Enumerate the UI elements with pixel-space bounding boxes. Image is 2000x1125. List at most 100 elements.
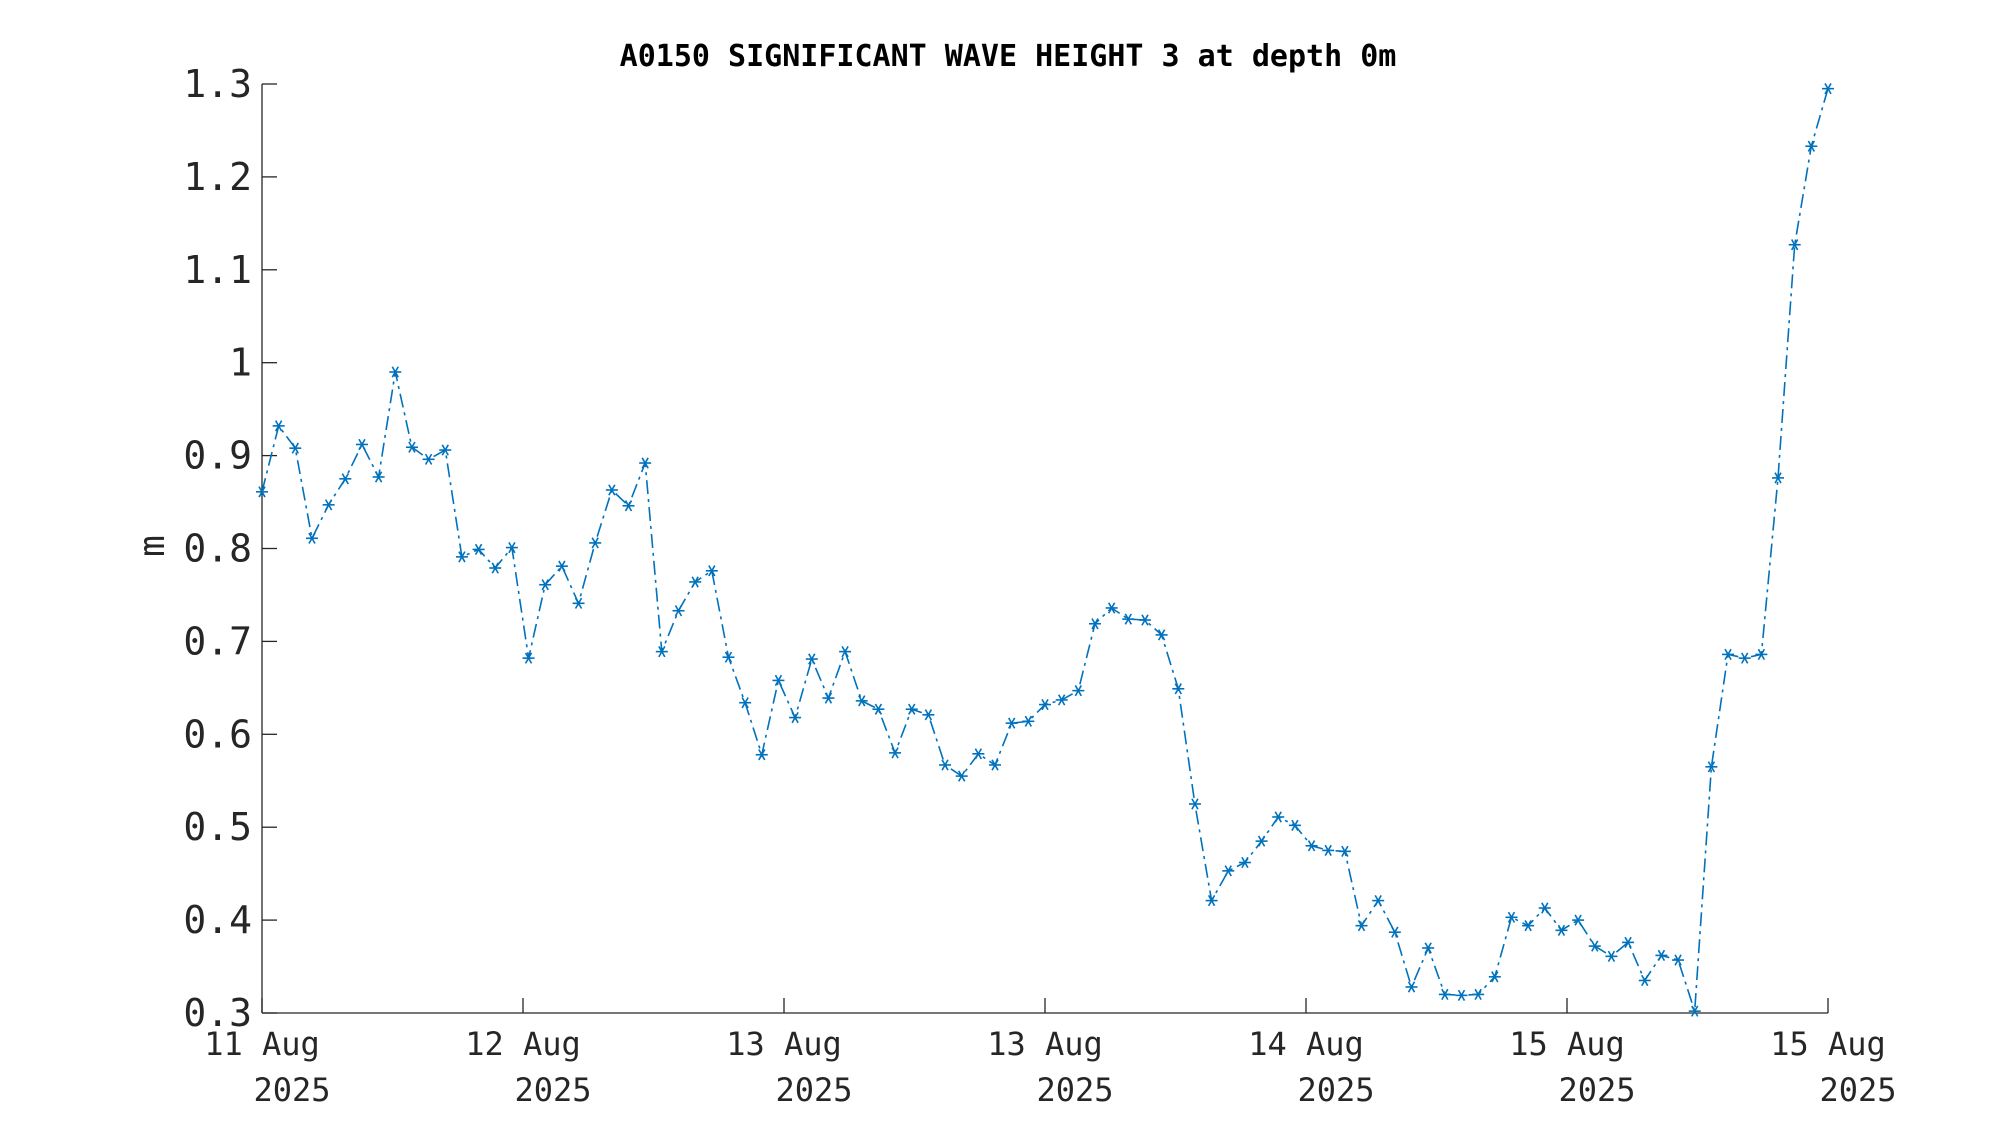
data-point xyxy=(1388,926,1401,938)
data-point xyxy=(1338,845,1351,857)
data-point xyxy=(256,486,268,498)
data-point xyxy=(355,438,368,451)
data-point xyxy=(1422,942,1435,954)
data-point xyxy=(1438,988,1451,1001)
data-point xyxy=(1605,950,1618,962)
data-point xyxy=(1172,683,1185,695)
data-point xyxy=(972,748,985,760)
data-point xyxy=(755,749,768,761)
data-point xyxy=(1505,911,1518,923)
data-point xyxy=(1455,989,1468,1001)
data-point xyxy=(522,652,535,664)
y-tick-label: 1.1 xyxy=(183,248,252,292)
data-point xyxy=(289,442,302,454)
x-tick-label-year: 2025 xyxy=(775,1071,852,1109)
data-point xyxy=(472,543,485,556)
data-point xyxy=(1822,83,1834,95)
y-tick-label: 0.7 xyxy=(183,619,252,663)
data-point xyxy=(1638,974,1651,987)
data-point xyxy=(955,770,968,782)
data-point xyxy=(839,646,852,658)
x-tick-label-year: 2025 xyxy=(1558,1071,1635,1109)
y-tick-label: 0.3 xyxy=(183,991,252,1035)
x-tick-label-year: 2025 xyxy=(1036,1071,1113,1109)
data-point xyxy=(1088,618,1101,630)
data-point xyxy=(689,576,702,588)
data-point xyxy=(1288,819,1301,831)
y-tick-label: 1.3 xyxy=(183,62,252,106)
data-point xyxy=(539,579,552,591)
data-point xyxy=(1705,761,1718,773)
data-point xyxy=(1222,865,1235,877)
data-point xyxy=(589,537,602,549)
data-point xyxy=(405,441,418,453)
data-point xyxy=(1788,239,1801,251)
data-point xyxy=(889,747,902,759)
data-point xyxy=(1122,613,1135,625)
data-point xyxy=(455,551,468,563)
data-point xyxy=(639,457,652,469)
data-point xyxy=(1405,981,1418,993)
x-tick-label: 15 Aug xyxy=(1770,1025,1886,1063)
data-point xyxy=(572,597,585,609)
data-point xyxy=(1072,685,1085,697)
data-point xyxy=(1622,936,1635,949)
data-point xyxy=(339,473,352,485)
data-point xyxy=(1272,811,1285,823)
data-point xyxy=(1322,844,1335,857)
data-point xyxy=(1688,1005,1701,1017)
series-line xyxy=(261,88,1829,1012)
data-point xyxy=(772,674,785,687)
data-point xyxy=(722,651,735,663)
data-point xyxy=(1188,798,1201,810)
x-tick-label-year: 2025 xyxy=(1297,1071,1374,1109)
data-point xyxy=(705,565,718,577)
data-point xyxy=(1355,920,1368,932)
data-point xyxy=(305,532,318,544)
data-point xyxy=(1472,988,1485,1001)
data-point xyxy=(272,420,285,432)
y-tick-label: 1 xyxy=(229,341,252,385)
data-point xyxy=(1305,840,1318,852)
data-point xyxy=(672,605,685,617)
data-point xyxy=(1672,954,1685,966)
data-point xyxy=(1138,614,1151,626)
data-point xyxy=(1722,648,1735,661)
data-point xyxy=(655,646,668,658)
data-point xyxy=(489,562,502,574)
data-point xyxy=(1105,602,1118,614)
data-point xyxy=(622,500,635,512)
data-point xyxy=(422,453,435,465)
data-point xyxy=(1055,694,1068,706)
data-point xyxy=(939,759,952,771)
x-tick-label: 15 Aug xyxy=(1509,1025,1625,1063)
data-point xyxy=(1772,472,1785,484)
data-point xyxy=(1005,717,1018,729)
x-tick-label-year: 2025 xyxy=(1819,1071,1896,1109)
data-point xyxy=(389,366,402,378)
data-point xyxy=(439,444,452,456)
data-point xyxy=(1805,140,1818,152)
y-axis-label: m xyxy=(132,535,173,557)
x-tick-label: 13 Aug xyxy=(987,1025,1103,1063)
data-point xyxy=(922,709,935,721)
data-point xyxy=(805,653,818,665)
x-tick-label-year: 2025 xyxy=(514,1071,591,1109)
data-point xyxy=(1555,924,1568,936)
series-group xyxy=(256,83,1834,1017)
data-point xyxy=(1738,652,1751,664)
data-point xyxy=(855,695,868,707)
data-point xyxy=(322,499,335,511)
data-point xyxy=(1255,835,1268,847)
data-point xyxy=(1522,920,1535,932)
y-tick-label: 0.8 xyxy=(183,527,252,571)
data-point xyxy=(1238,856,1251,869)
x-tick-label: 13 Aug xyxy=(726,1025,842,1063)
chart-title: A0150 SIGNIFICANT WAVE HEIGHT 3 at depth… xyxy=(620,39,1397,74)
data-point xyxy=(989,759,1002,771)
data-point xyxy=(1022,715,1035,727)
data-point xyxy=(1155,629,1168,641)
data-point xyxy=(1655,949,1668,962)
